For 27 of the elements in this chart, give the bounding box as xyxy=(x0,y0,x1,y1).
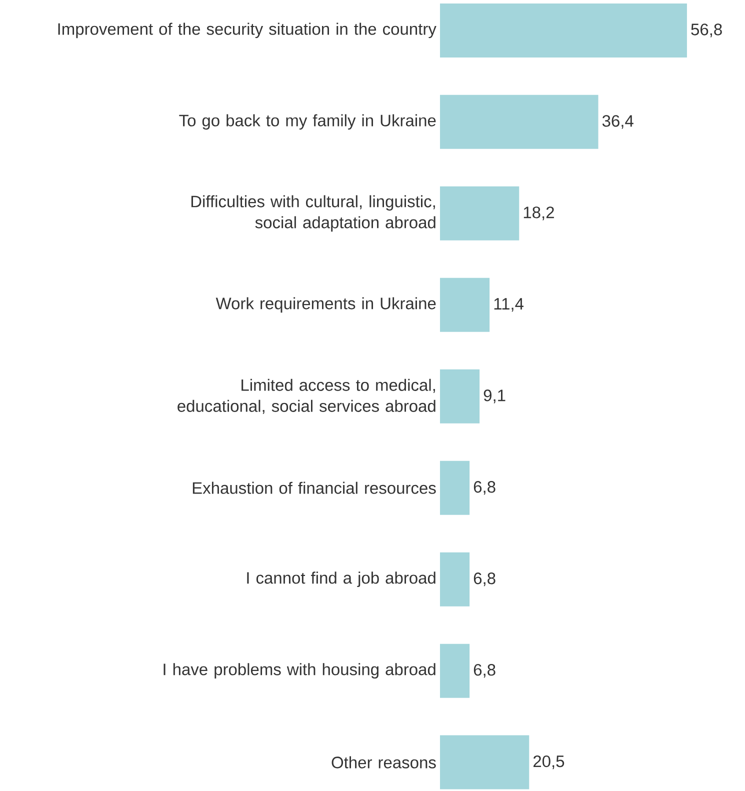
y-tick-label: Work requirements in Ukraine xyxy=(216,297,436,313)
bar xyxy=(440,552,470,606)
y-tick-label: Exhaustion of financial resources xyxy=(192,482,436,494)
data-label: 9,1 xyxy=(484,390,506,404)
y-tick-label: Difficulties with cultural, linguistic, social adaptation abroad xyxy=(191,195,436,232)
bar xyxy=(440,3,687,58)
bar xyxy=(440,644,470,698)
y-tick-label: To go back to my family in Ukraine xyxy=(179,114,436,130)
data-label: 20,5 xyxy=(534,755,564,770)
data-label: 11,4 xyxy=(494,298,524,312)
bar xyxy=(440,369,480,424)
y-tick-label: I cannot find a job abroad xyxy=(247,572,436,588)
y-tick-label: Other reasons xyxy=(332,756,436,768)
bar xyxy=(440,186,520,240)
data-label: 18,2 xyxy=(524,206,554,220)
bar xyxy=(440,460,470,515)
bar xyxy=(440,278,490,332)
y-tick-label: I have problems with housing abroad xyxy=(164,663,436,679)
data-label: 6,8 xyxy=(474,664,496,678)
data-label: 56,8 xyxy=(691,24,722,38)
bar xyxy=(440,94,598,149)
data-label: 6,8 xyxy=(474,572,496,586)
data-label: 36,4 xyxy=(602,115,634,129)
y-tick-label: Improvement of the security situation in the country xyxy=(58,22,436,38)
data-label: 6,8 xyxy=(474,481,496,495)
y-tick-label: Limited access to medical, educational, social services abroad xyxy=(178,378,436,414)
bar xyxy=(440,735,530,790)
